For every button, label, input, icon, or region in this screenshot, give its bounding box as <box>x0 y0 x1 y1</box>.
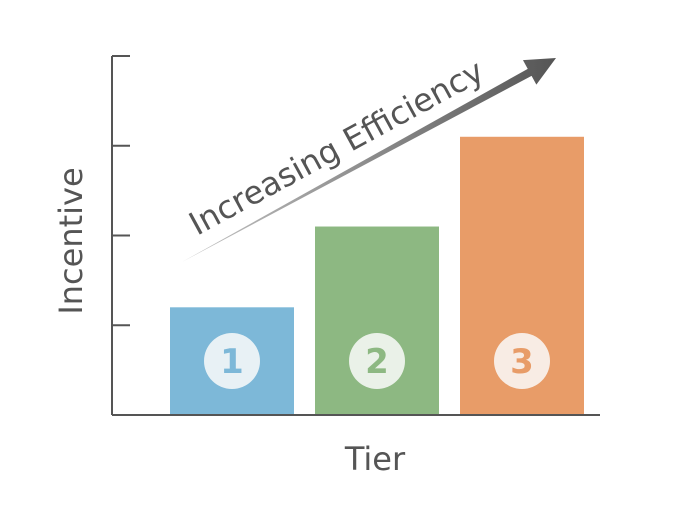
tier-badge <box>494 333 550 389</box>
tier-number-label: 2 <box>365 342 389 382</box>
bars-group: 1 2 3 <box>170 136 584 415</box>
trend-arrow-icon <box>182 58 556 262</box>
x-axis-label: Tier <box>344 440 406 478</box>
tier-badge <box>204 333 260 389</box>
tier-number-label: 1 <box>220 342 244 382</box>
annotation-label: Increasing Efficiency <box>183 52 490 243</box>
axes-group <box>111 55 600 416</box>
y-axis-label: Incentive <box>52 167 90 314</box>
tier-number-label: 3 <box>510 342 534 382</box>
tier-badge <box>349 333 405 389</box>
